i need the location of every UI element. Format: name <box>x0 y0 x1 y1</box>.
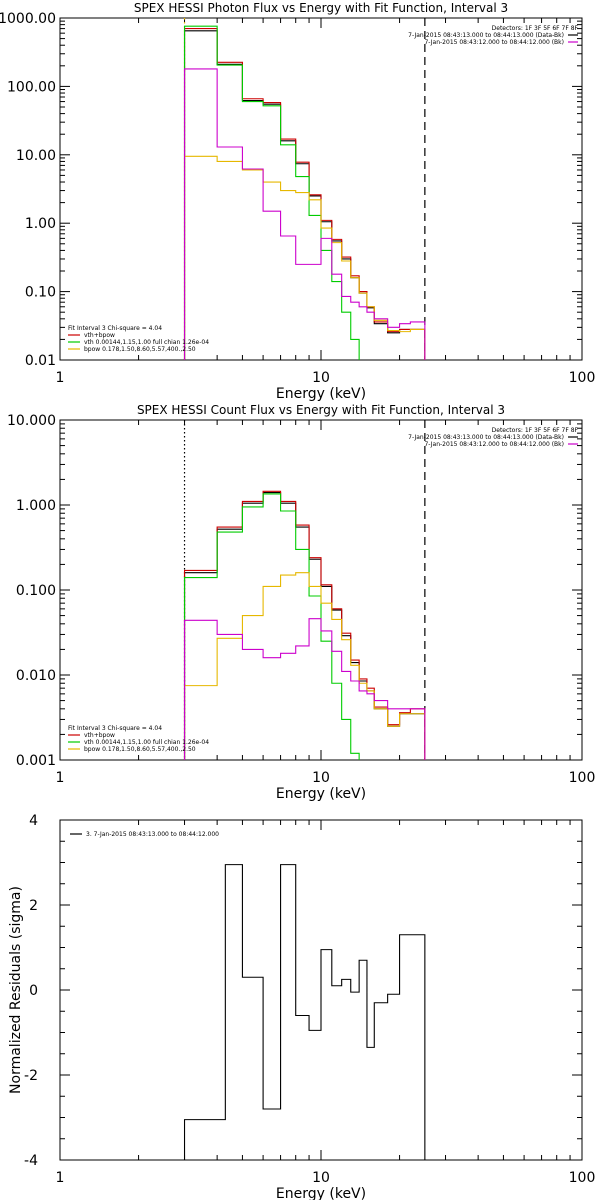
legend-entry: vth+bpow <box>84 732 115 739</box>
series-data-line <box>183 492 426 760</box>
x-tick-label: 10 <box>312 370 330 386</box>
series-vth-line <box>183 25 360 360</box>
y-tick-label: 0.10 <box>25 285 56 301</box>
legend-entry: 3. 7-Jan-2015 08:43:13.000 to 08:44:12.0… <box>86 831 219 838</box>
x-tick-label: 100 <box>569 1170 596 1186</box>
legend-entry: 7-Jan-2015 08:43:13.000 to 08:44:13.000 … <box>408 434 564 441</box>
y-tick-label: 10.00 <box>16 148 56 164</box>
x-tick-label: 1 <box>56 370 65 386</box>
legend-entry: bpow 0.178,1.50,8.60,5.57,400.,2.50 <box>84 746 196 753</box>
legend-entry: vth 0.00144,1.15,1.00 full chian 1.26e-0… <box>84 339 209 346</box>
legend-entry: Fit Interval 3 Chi-square = 4.04 <box>68 325 162 332</box>
legend-entry: Detectors: 1F 3F 5F 6F 7F 8F <box>492 427 579 434</box>
series-bpow-line <box>183 572 426 760</box>
y-tick-label: 1000.00 <box>0 11 56 27</box>
chart-panel-3: 1 10 100 -4 -2 0 2 4 Energy (keV) Normalized Resi… <box>8 813 595 1200</box>
y-tick-label: 0 <box>29 983 38 999</box>
y-tick-label: 1.000 <box>16 498 56 514</box>
series-bk-line <box>183 68 426 360</box>
y-tick-label: -4 <box>24 1153 38 1169</box>
x-tick-label: 10 <box>312 770 330 786</box>
y-tick-label: 10.000 <box>7 413 56 429</box>
series-data-line <box>183 30 426 360</box>
y-tick-label: 0.010 <box>16 668 56 684</box>
x-tick-label: 1 <box>56 1170 65 1186</box>
series-fit-line <box>183 28 426 360</box>
chart-title: SPEX HESSI Count Flux vs Energy with Fit… <box>137 403 505 417</box>
chart-title: SPEX HESSI Photon Flux vs Energy with Fi… <box>134 1 508 15</box>
x-tick-label: 100 <box>569 370 596 386</box>
series-vth-line <box>183 493 360 760</box>
x-tick-label: 1 <box>56 770 65 786</box>
legend-entry: vth 0.00144,1.15,1.00 full chian 1.26e-0… <box>84 739 209 746</box>
x-tick-label: 10 <box>312 1170 330 1186</box>
y-tick-label: -2 <box>24 1068 38 1084</box>
legend-entry: 7-Jan-2015 08:43:12.000 to 08:44:12.000 … <box>424 441 564 448</box>
legend-entry: Fit Interval 3 Chi-square = 4.04 <box>68 725 162 732</box>
x-axis-label: Energy (keV) <box>276 786 366 802</box>
series-bpow-line <box>183 155 426 360</box>
plot-frame <box>59 17 583 361</box>
y-tick-label: 0.001 <box>16 753 56 769</box>
chart-panel-2: 1 10 100 0.001 0.010 0.100 1.000 10.000 SPEX HES… <box>7 403 595 802</box>
y-tick-label: 4 <box>29 813 38 829</box>
y-tick-label: 1.00 <box>25 216 56 232</box>
y-tick-label: 2 <box>29 898 38 914</box>
legend-entry: bpow 0.178,1.50,8.60,5.57,400.,2.50 <box>84 346 196 353</box>
chart-panel-1: 1 10 100 0.01 0.10 1.00 10.00 100.00 1000.00 SPEX… <box>0 1 595 402</box>
y-tick-label: 0.01 <box>25 353 56 369</box>
legend-entry: Detectors: 1F 3F 5F 6F 7F 8F <box>492 25 579 32</box>
series-residuals-line <box>183 864 426 1160</box>
y-tick-label: 100.00 <box>7 79 56 95</box>
y-axis-label: Normalized Residuals (sigma) <box>8 886 24 1094</box>
x-axis-label: Energy (keV) <box>276 1186 366 1200</box>
y-tick-label: 0.100 <box>16 583 56 599</box>
legend-entry: 7-Jan-2015 08:43:12.000 to 08:44:12.000 … <box>424 39 564 46</box>
x-axis-label: Energy (keV) <box>276 386 366 402</box>
series-bk-line <box>183 618 426 760</box>
legend-entry: 7-Jan-2015 08:43:13.000 to 08:44:13.000 … <box>408 32 564 39</box>
series-fit-line <box>183 490 426 760</box>
legend-entry: vth+bpow <box>84 332 115 339</box>
x-tick-label: 100 <box>569 770 596 786</box>
